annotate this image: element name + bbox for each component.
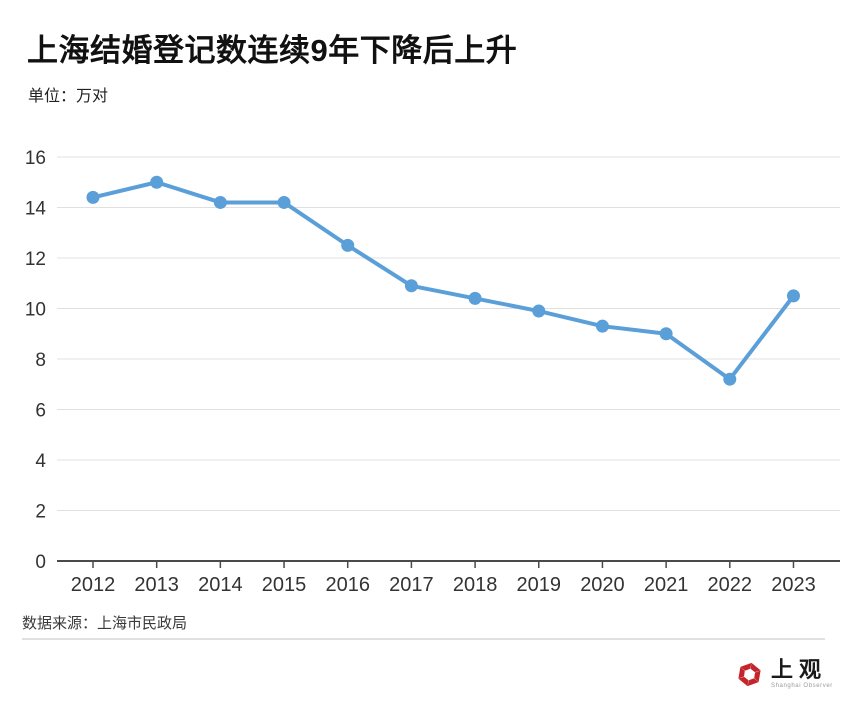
x-tick-label: 2020 bbox=[580, 574, 625, 596]
data-point bbox=[659, 327, 673, 341]
x-tick-label: 2012 bbox=[71, 574, 116, 596]
x-tick-label: 2018 bbox=[453, 574, 498, 596]
data-point bbox=[595, 319, 609, 333]
y-tick-label: 10 bbox=[25, 300, 46, 321]
data-point bbox=[150, 175, 164, 189]
data-source-label: 数据来源：上海市民政局 bbox=[22, 615, 188, 632]
footer-divider bbox=[22, 638, 825, 640]
x-tick-label: 2023 bbox=[771, 574, 816, 596]
y-tick-label: 16 bbox=[25, 148, 46, 169]
y-tick-label: 2 bbox=[35, 502, 46, 523]
pinwheel-logo-icon bbox=[738, 662, 761, 686]
unit-label: 单位：万对 bbox=[28, 88, 109, 105]
x-tick-label: 2014 bbox=[198, 574, 243, 596]
x-tick-label: 2017 bbox=[389, 574, 434, 596]
y-tick-label: 12 bbox=[25, 249, 46, 270]
y-tick-label: 14 bbox=[25, 199, 47, 220]
data-point bbox=[404, 279, 418, 293]
data-point bbox=[786, 289, 800, 303]
data-point bbox=[213, 195, 227, 209]
data-point bbox=[723, 372, 737, 386]
x-tick-label: 2013 bbox=[134, 574, 179, 596]
x-tick-label: 2022 bbox=[708, 574, 753, 596]
data-point bbox=[86, 190, 100, 204]
y-tick-label: 8 bbox=[35, 350, 46, 371]
shanghai-observer-logo: 上观 Shanghai Observer bbox=[736, 659, 833, 689]
line-chart: 0 2 4 6 8 10 12 14 16 2012 2013 2014 2015 2016 2017 201… bbox=[25, 148, 840, 596]
data-point bbox=[532, 304, 546, 318]
x-tick-label: 2021 bbox=[644, 574, 689, 596]
logo-subname: Shanghai Observer bbox=[771, 683, 833, 689]
data-point bbox=[277, 195, 291, 209]
x-tick-label: 2015 bbox=[262, 574, 307, 596]
x-tick-label: 2016 bbox=[325, 574, 370, 596]
y-tick-label: 0 bbox=[35, 552, 46, 573]
page-title: 上海结婚登记数连续9年下降后上升 bbox=[27, 33, 518, 68]
y-tick-label: 4 bbox=[35, 451, 46, 472]
x-tick-label: 2019 bbox=[517, 574, 562, 596]
data-line bbox=[91, 180, 796, 382]
data-point bbox=[468, 291, 482, 305]
y-tick-label: 6 bbox=[35, 401, 46, 422]
logo-name: 上观 bbox=[771, 657, 828, 682]
data-point bbox=[341, 238, 355, 252]
